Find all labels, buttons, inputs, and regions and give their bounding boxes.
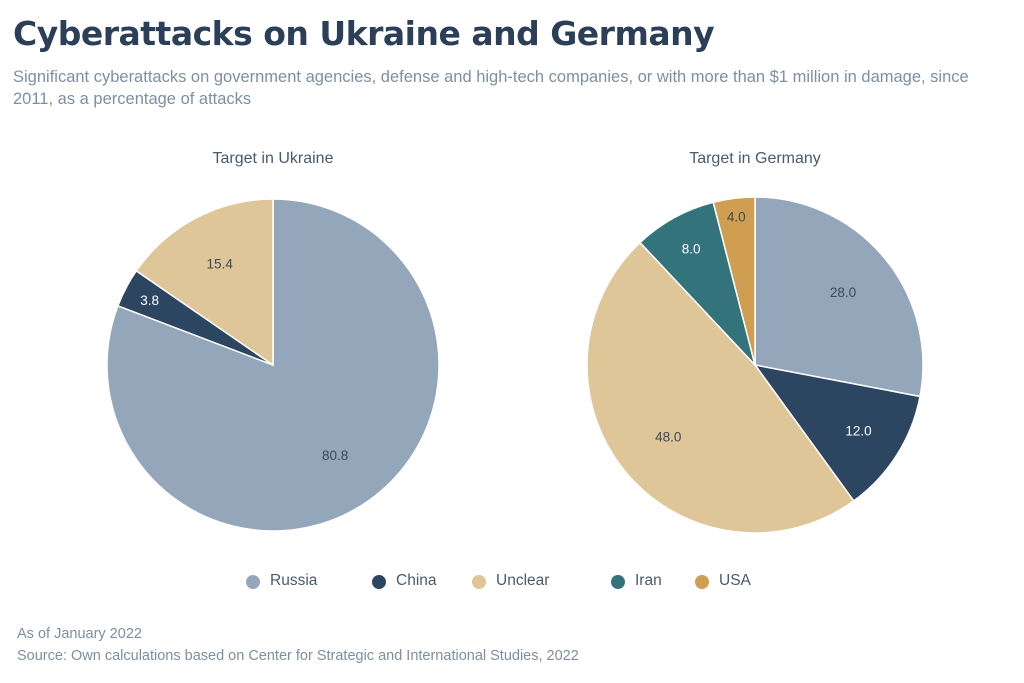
pie-target-in-ukraine-label-russia: 80.8 xyxy=(322,448,348,463)
pie-target-in-germany-label-iran: 8.0 xyxy=(682,242,701,257)
pie-target-in-ukraine-label-china: 3.8 xyxy=(140,293,159,308)
legend-label-china: China xyxy=(396,572,437,589)
pie-target-in-germany-label-russia: 28.0 xyxy=(830,285,856,300)
pie-target-in-germany-slice-usa xyxy=(712,196,756,366)
pie-target-in-germany-label-china: 12.0 xyxy=(845,424,871,439)
chart-title: Cyberattacks on Ukraine and Germany xyxy=(13,14,715,53)
legend-dot-china xyxy=(372,575,386,589)
pie-target-in-germany: Target in Germany 28.0 12.0 48.0 8.0 4.0 xyxy=(586,150,924,534)
pie-target-in-ukraine-title: Target in Ukraine xyxy=(213,150,334,167)
pie-target-in-germany-label-usa: 4.0 xyxy=(727,210,746,225)
pie-target-in-germany-label-unclear: 48.0 xyxy=(655,430,681,445)
pie-target-in-germany-slice-russia xyxy=(754,196,924,398)
legend-dot-iran xyxy=(611,575,625,589)
legend-dot-unclear xyxy=(472,575,486,589)
legend-dot-usa xyxy=(695,575,709,589)
pie-target-in-germany-slice-unclear xyxy=(586,241,855,534)
legend-label-russia: Russia xyxy=(270,572,318,589)
legend: Russia China Unclear Iran USA xyxy=(0,570,1024,594)
legend-dot-russia xyxy=(246,575,260,589)
footer-asof: As of January 2022 xyxy=(17,626,142,642)
pie-target-in-ukraine: Target in Ukraine 80.8 3.8 15.4 xyxy=(106,150,440,532)
pie-target-in-germany-slice-china xyxy=(753,363,921,502)
pie-target-in-germany-title: Target in Germany xyxy=(689,150,821,167)
pie-target-in-ukraine-slice-unclear xyxy=(135,198,274,367)
chart-subtitle: Significant cyberattacks on government a… xyxy=(13,68,969,108)
legend-label-unclear: Unclear xyxy=(496,572,550,589)
legend-label-iran: Iran xyxy=(635,572,662,589)
footer-source: Source: Own calculations based on Center… xyxy=(17,648,579,664)
pie-target-in-ukraine-label-unclear: 15.4 xyxy=(207,257,234,272)
legend-label-usa: USA xyxy=(719,572,751,589)
